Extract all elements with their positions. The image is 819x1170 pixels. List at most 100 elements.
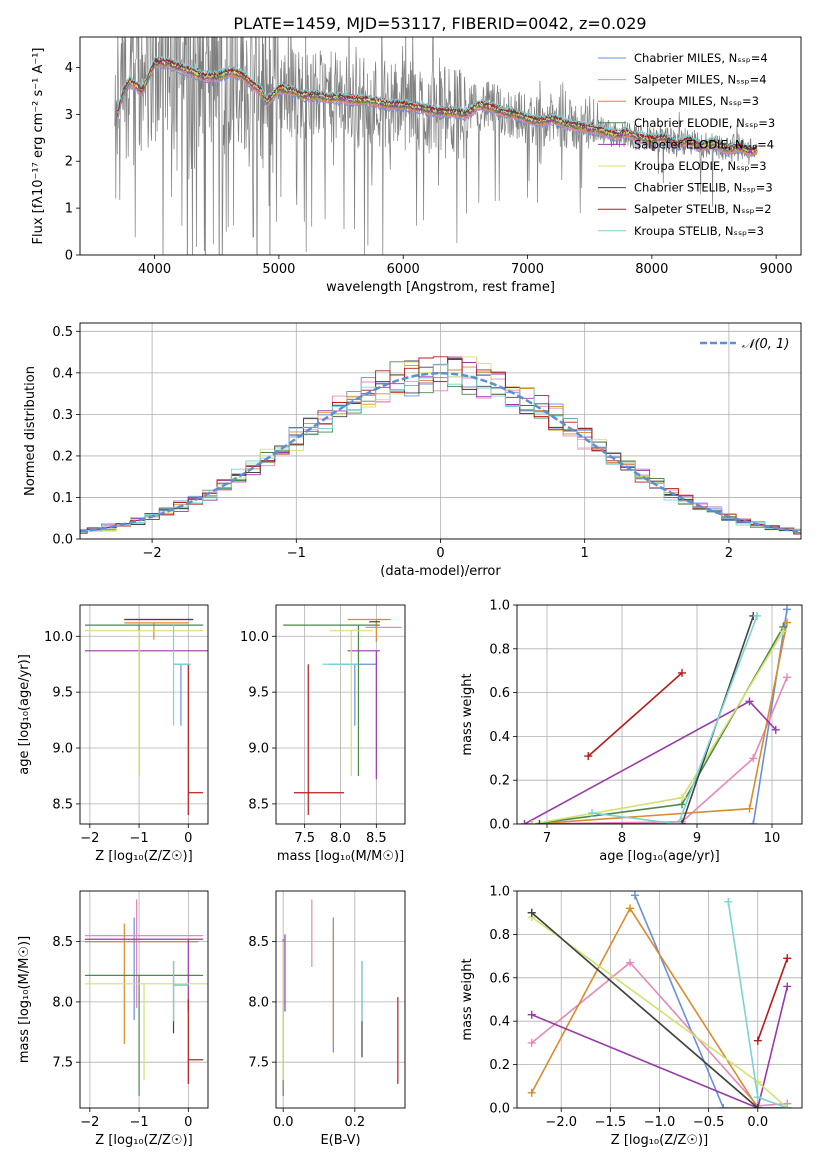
x-axis-label: Z [log₁₀(Z/Z☉)] [95, 1133, 192, 1148]
legend-label: Kroupa ELODIE, Nₛₛₚ=3 [634, 159, 767, 173]
weight-line-salpeter-stelib [753, 954, 792, 1045]
y-tick-label: 1.0 [489, 885, 510, 900]
x-tick-label: 7000 [511, 262, 544, 277]
weight-marker [588, 809, 596, 818]
weight-marker [745, 697, 754, 706]
y-tick-label: 0.2 [489, 1058, 510, 1073]
weight-path [531, 676, 788, 824]
y-tick-label: 0.4 [52, 366, 73, 381]
x-tick-label: −2 [80, 831, 99, 846]
weight-marker [749, 754, 758, 763]
axes: −2 −1 0 7.5 8.0 8.5 Z [log₁₀(Z/Z☉)] mass [log₁₀… [17, 890, 209, 1148]
weight-marker [520, 820, 529, 824]
x-axis-label: (data-model)/error [380, 564, 501, 579]
plot-area [517, 891, 802, 1108]
errorbar-chabrier-elodie [84, 624, 204, 776]
x-tick-label: 7.5 [294, 831, 315, 846]
weight-marker [584, 752, 593, 761]
weight-line-kroupa-elodie [528, 627, 788, 824]
weight-path [531, 622, 788, 824]
y-tick-label: 0.4 [489, 730, 510, 745]
weight-marker [724, 897, 733, 906]
axes-frame [275, 890, 406, 1109]
axes: 0.0 0.2 7.5 8.0 8.5 E(B-V) [248, 890, 406, 1148]
errorbar-chabrier-elodie [84, 974, 204, 1096]
weight-line-chabrier-stelib [527, 908, 762, 1108]
y-tick-label: 2 [65, 155, 73, 170]
weight-path [587, 672, 683, 757]
x-tick-label: −1 [129, 831, 148, 846]
weight-line-kroupa-miles [528, 618, 791, 824]
plot-area [80, 323, 801, 539]
weight-marker [783, 982, 792, 991]
histogram-kroupa-stelib [80, 363, 801, 532]
panel-spectrum: 4000 5000 6000 7000 8000 9000 0 1 2 3 4 wavelength … [31, 36, 802, 295]
y-tick-label: 10.0 [44, 630, 73, 645]
plot-area [276, 605, 405, 824]
weight-line-salpeter-stelib [584, 668, 686, 761]
axes: −2 −1 0 1 2 0.0 0.1 0.2 0.3 0.4 0.5 (data-model)/er… [23, 322, 802, 579]
legend-label: Salpeter MILES, Nₛₛₚ=4 [634, 73, 767, 87]
x-tick-label: 1 [581, 546, 589, 561]
y-tick-label: 9.5 [52, 686, 73, 701]
weight-path [531, 961, 788, 1107]
errorbar-chabrier-miles [173, 663, 189, 726]
plot-area [80, 891, 208, 1108]
x-tick-label: 10 [764, 831, 781, 846]
plot-area [517, 605, 802, 824]
panel-residuals: −2 −1 0 1 2 0.0 0.1 0.2 0.3 0.4 0.5 (data-model)/er… [23, 322, 802, 579]
weight-path [531, 626, 784, 824]
panel-weight-vs-Z: −2.0 −1.5 −1.0 −0.5 0.0 0.0 0.2 0.4 0.6 0.8 1.0 Z [… [460, 885, 803, 1148]
errorbar-chabrier-miles [84, 917, 199, 1020]
y-tick-label: 8.0 [248, 995, 269, 1010]
y-tick-label: 7.5 [248, 1056, 269, 1071]
x-tick-label: 6000 [387, 262, 420, 277]
x-tick-label: 0.0 [747, 1115, 768, 1130]
weight-marker [783, 605, 791, 614]
weight-path [591, 615, 758, 824]
x-tick-label: −1.5 [595, 1115, 627, 1130]
plot-area [80, 605, 208, 824]
weight-marker [749, 820, 758, 824]
legend-label: Salpeter ELODIE, Nₛₛₚ=4 [634, 137, 774, 151]
axes: 7.5 8.0 8.5 8.5 9.0 9.5 10.0 mass [log₁₀(M/M☉)] [240, 604, 406, 864]
axes: 7 8 9 10 0.0 0.2 0.4 0.6 0.8 1.0 age [log₁₀(age/yr… [460, 599, 803, 864]
weight-marker [783, 1104, 792, 1108]
histogram-salpeter-stelib [80, 356, 801, 535]
x-axis-label: mass [log₁₀(M/M☉)] [277, 849, 404, 864]
errorbar-chabrier-miles [329, 663, 377, 726]
weight-marker [783, 673, 791, 682]
legend-label: Salpeter STELIB, Nₛₛₚ=2 [634, 202, 772, 216]
y-tick-label: 0.8 [489, 928, 510, 943]
panel-mass-vs-ebv: 0.0 0.2 7.5 8.0 8.5 E(B-V) [248, 890, 406, 1148]
errorbar-salpeter-miles [84, 899, 204, 1008]
y-tick-label: 0.5 [52, 325, 73, 340]
y-tick-label: 3 [65, 108, 73, 123]
errorbar-kroupa-miles [347, 618, 391, 642]
y-tick-label: 0 [65, 249, 73, 264]
axes-frame [79, 604, 209, 825]
axes: −2 −1 0 8.5 9.0 9.5 10.0 Z [log₁₀(Z/Z☉)] age [lo… [17, 604, 209, 864]
weight-marker [753, 1104, 762, 1108]
weight-marker [753, 1093, 762, 1102]
x-tick-label: 0.0 [273, 1115, 294, 1130]
weight-path [531, 630, 784, 824]
x-axis-label: Z [log₁₀(Z/Z☉)] [611, 1133, 708, 1148]
errorbar-chabrier-stelib [172, 960, 189, 1034]
errorbar-kroupa-stelib [172, 960, 189, 1022]
y-axis-label: mass [log₁₀(M/M☉)] [17, 936, 32, 1063]
model-line-kroupa-stelib [116, 55, 758, 149]
weight-marker [719, 1104, 728, 1108]
errorbar-kroupa-stelib [172, 625, 191, 726]
figure-title: PLATE=1459, MJD=53117, FIBERID=0042, z=0… [233, 14, 646, 33]
x-tick-label: −1 [287, 546, 306, 561]
weight-path [757, 958, 789, 1041]
weight-path [524, 700, 777, 824]
panel-mass-vs-Z: −2 −1 0 7.5 8.0 8.5 Z [log₁₀(Z/Z☉)] mass [log₁₀… [17, 890, 209, 1148]
panel-age-vs-Z: −2 −1 0 8.5 9.0 9.5 10.0 Z [log₁₀(Z/Z☉)] age [lo… [17, 604, 209, 864]
x-tick-label: −2 [143, 546, 162, 561]
errorbar-salpeter-stelib [187, 664, 204, 816]
x-tick-label: −2 [80, 1115, 99, 1130]
errorbar-salpeter-elodie [347, 650, 380, 780]
y-tick-label: 0.0 [489, 818, 510, 833]
